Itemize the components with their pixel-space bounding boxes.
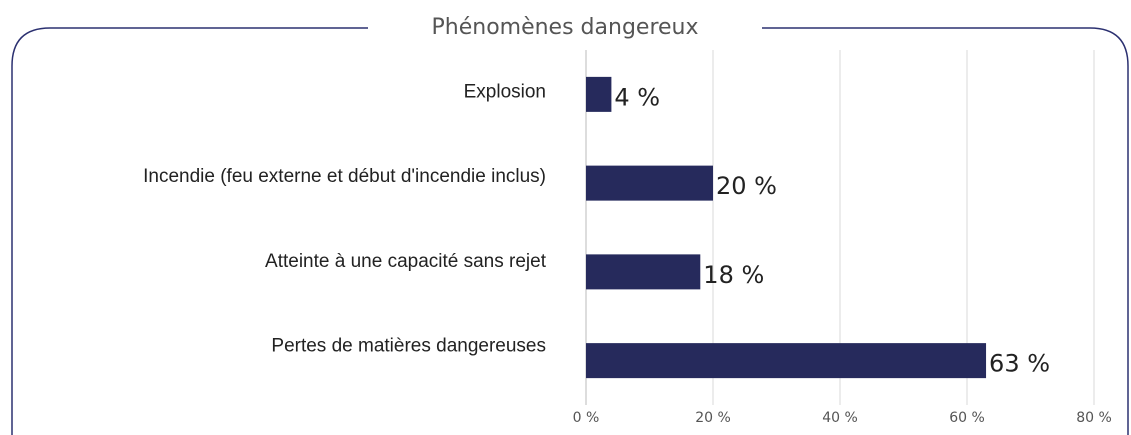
y-tick-label: Atteinte à une capacité sans rejet: [265, 251, 547, 272]
x-tick-label: 0 %: [573, 410, 600, 426]
frame-left: [11, 27, 368, 435]
x-tick-label: 20 %: [695, 410, 731, 426]
x-tick-label: 80 %: [1076, 410, 1112, 426]
bar: [586, 254, 701, 290]
bar: [586, 343, 987, 379]
value-label: 63 %: [989, 350, 1050, 378]
chart-title: Phénomènes dangereux: [432, 15, 699, 40]
y-tick-label: Pertes de matières dangereuses: [271, 336, 546, 357]
y-tick-label: Explosion: [464, 81, 546, 102]
value-label: 4 %: [614, 83, 660, 111]
bar: [586, 76, 612, 112]
frame-right: [762, 27, 1129, 435]
value-label: 18 %: [703, 261, 764, 289]
value-label: 20 %: [716, 172, 777, 200]
x-tick-label: 40 %: [822, 410, 858, 426]
y-tick-label: Incendie (feu externe et début d'incendi…: [143, 166, 546, 187]
x-tick-label: 60 %: [949, 410, 985, 426]
bar: [586, 165, 713, 201]
